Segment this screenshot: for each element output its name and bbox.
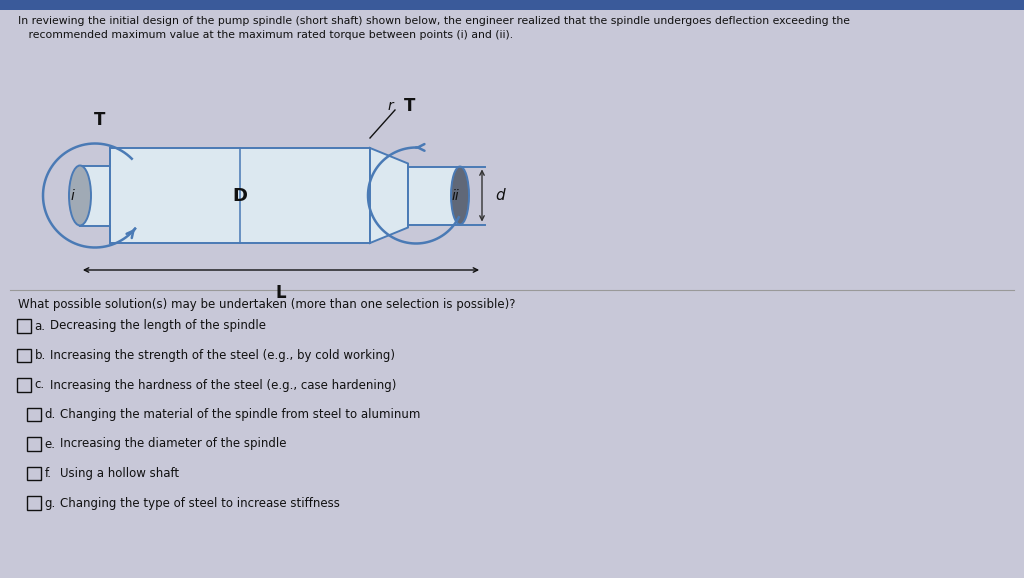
- Text: Increasing the hardness of the steel (e.g., case hardening): Increasing the hardness of the steel (e.…: [49, 379, 396, 391]
- Text: What possible solution(s) may be undertaken (more than one selection is possible: What possible solution(s) may be underta…: [18, 298, 515, 311]
- Text: Changing the type of steel to increase stiffness: Changing the type of steel to increase s…: [59, 497, 339, 509]
- Text: T: T: [94, 111, 105, 129]
- Text: g.: g.: [44, 497, 55, 509]
- Text: i: i: [70, 188, 74, 202]
- Text: L: L: [275, 284, 287, 302]
- Text: d.: d.: [44, 408, 55, 421]
- FancyBboxPatch shape: [110, 148, 370, 243]
- Text: Increasing the strength of the steel (e.g., by cold working): Increasing the strength of the steel (e.…: [49, 349, 394, 362]
- Text: In reviewing the initial design of the pump spindle (short shaft) shown below, t: In reviewing the initial design of the p…: [18, 16, 850, 26]
- Text: b.: b.: [35, 349, 46, 362]
- Polygon shape: [370, 148, 408, 243]
- Text: Using a hollow shaft: Using a hollow shaft: [59, 467, 178, 480]
- Text: recommended maximum value at the maximum rated torque between points (i) and (ii: recommended maximum value at the maximum…: [18, 30, 513, 40]
- Text: ii: ii: [452, 188, 459, 202]
- Text: Changing the material of the spindle from steel to aluminum: Changing the material of the spindle fro…: [59, 408, 420, 421]
- Text: D: D: [232, 187, 248, 205]
- Text: Decreasing the length of the spindle: Decreasing the length of the spindle: [49, 320, 265, 332]
- FancyBboxPatch shape: [0, 0, 1024, 10]
- Text: a.: a.: [35, 320, 45, 332]
- Text: e.: e.: [44, 438, 55, 450]
- Text: f.: f.: [44, 467, 51, 480]
- Text: T: T: [404, 97, 416, 115]
- Text: Increasing the diameter of the spindle: Increasing the diameter of the spindle: [59, 438, 286, 450]
- FancyBboxPatch shape: [80, 165, 110, 225]
- Text: d: d: [496, 188, 505, 203]
- Ellipse shape: [451, 166, 469, 224]
- FancyBboxPatch shape: [408, 166, 460, 224]
- Text: r: r: [387, 99, 393, 113]
- Text: c.: c.: [35, 379, 45, 391]
- Ellipse shape: [69, 165, 91, 225]
